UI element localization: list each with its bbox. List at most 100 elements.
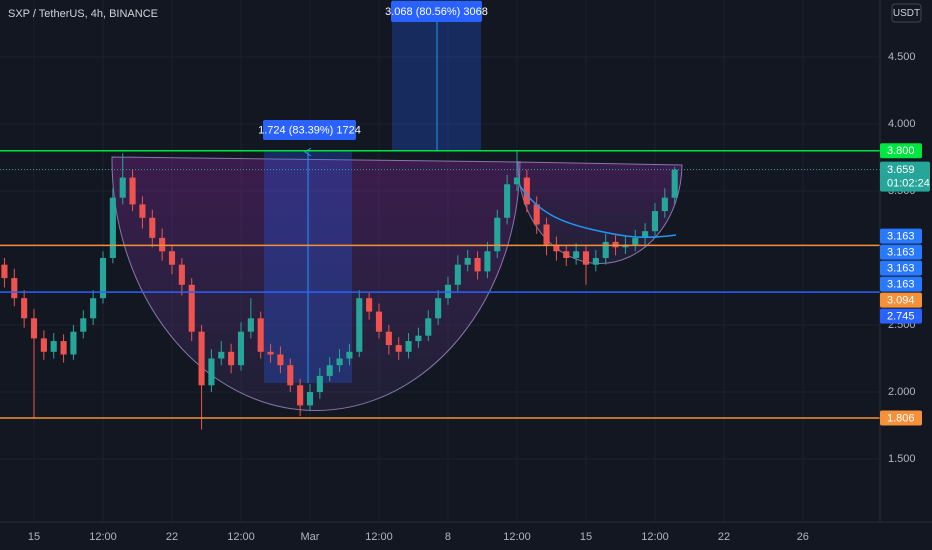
candle-body (129, 177, 136, 205)
candle-body (346, 351, 353, 359)
price-label: 3.163 (887, 247, 915, 259)
candle-body (651, 211, 659, 232)
candle-body (405, 341, 412, 352)
price-label-bg (880, 410, 922, 426)
y-tick-label: 1.500 (888, 453, 916, 465)
candle-body (40, 338, 47, 352)
measure-label-bg (263, 120, 356, 140)
x-tick-label: 12:00 (89, 531, 117, 543)
candle-body (336, 358, 343, 366)
candle-body (612, 241, 619, 248)
candle-body (464, 257, 471, 265)
price-label: 3.163 (887, 263, 915, 275)
candle-body (267, 351, 274, 355)
candle-body (21, 298, 28, 319)
candle-body (168, 251, 176, 265)
x-tick-label: 12:00 (227, 531, 255, 543)
price-label: 3.094 (887, 295, 915, 307)
candle-body (454, 264, 461, 285)
candle-body (671, 169, 678, 198)
x-tick-label: 26 (797, 531, 809, 543)
candle-body (642, 231, 649, 238)
candle-body (30, 318, 38, 339)
price-label: 3.800 (887, 145, 915, 157)
candle-body (494, 217, 501, 252)
candle-body (297, 385, 304, 406)
chart-title: SXP / TetherUS, 4h, BINANCE (8, 8, 158, 20)
y-tick-label: 4.000 (888, 118, 916, 130)
candle-body (228, 351, 235, 366)
candle-body (573, 251, 580, 258)
candle-body (218, 351, 225, 359)
grid (0, 0, 880, 522)
candle-body (90, 298, 97, 319)
candle-body (149, 217, 156, 238)
candle-body (277, 354, 284, 366)
price-label-bg (880, 308, 922, 324)
x-tick-label: 22 (166, 531, 178, 543)
candle-body (11, 278, 18, 299)
candle-body (316, 375, 323, 393)
price-label: 3.163 (887, 231, 915, 243)
levels (0, 150, 880, 419)
candle-body (375, 311, 383, 332)
price-label: 2.745 (887, 311, 915, 323)
last-price: 3.659 (887, 164, 915, 176)
candle-body (326, 365, 333, 376)
candle-body (543, 224, 550, 245)
currency[interactable]: USDT (893, 8, 920, 19)
candles (1, 150, 678, 430)
axis-labels: 15 12:00 22 12:00 Mar 12:00 8 12:00 15 12:00 22 26 1… (28, 51, 930, 543)
candle-body (661, 197, 668, 212)
candle-body (109, 197, 116, 258)
candle-body (70, 331, 77, 355)
candle-body (1, 264, 8, 279)
price-label-bg (880, 244, 922, 260)
candle-body (602, 241, 609, 258)
countdown: 01:02:24 (887, 178, 930, 190)
currency-box[interactable] (891, 3, 922, 23)
candle-body (435, 298, 442, 319)
candle-body (425, 318, 432, 336)
x-tick-label: 12:00 (641, 531, 669, 543)
candle-body (139, 204, 146, 218)
candle-body (366, 298, 373, 312)
candle-body (99, 257, 107, 299)
candle-body (632, 237, 639, 245)
y-tick-label: 4.500 (888, 51, 916, 63)
price-label-bg (880, 260, 922, 276)
price-label: 1.806 (887, 412, 915, 424)
candle-body (474, 257, 481, 272)
x-tick-label: 12:00 (365, 531, 393, 543)
x-tick-label: 12:00 (503, 531, 531, 543)
candle-body (80, 318, 87, 332)
moving-average (519, 185, 677, 238)
candle-body (395, 345, 402, 352)
candle-body (592, 257, 599, 265)
x-tick-label: 15 (580, 531, 592, 543)
candle-body (119, 177, 126, 198)
x-tick-label: 22 (718, 531, 730, 543)
price-label-bg (880, 228, 922, 244)
candle-body (178, 264, 185, 285)
candle-body (553, 244, 560, 252)
candle-body (582, 251, 590, 265)
x-tick-label: Mar (301, 531, 320, 543)
price-label-bg (880, 292, 922, 308)
candle-body (247, 318, 254, 332)
candle-body (306, 392, 314, 406)
candle-body (523, 177, 530, 205)
time-axis (0, 522, 932, 550)
candle-body (237, 331, 245, 366)
x-tick-label: 15 (28, 531, 40, 543)
price-label-bg (880, 143, 922, 159)
candle-body (385, 331, 392, 346)
last-price-bg (880, 161, 930, 192)
candle-body (257, 318, 264, 352)
candle-body (533, 204, 540, 225)
candle-body (50, 341, 57, 352)
candle-body (484, 251, 491, 272)
x-tick-label: 8 (445, 531, 451, 543)
